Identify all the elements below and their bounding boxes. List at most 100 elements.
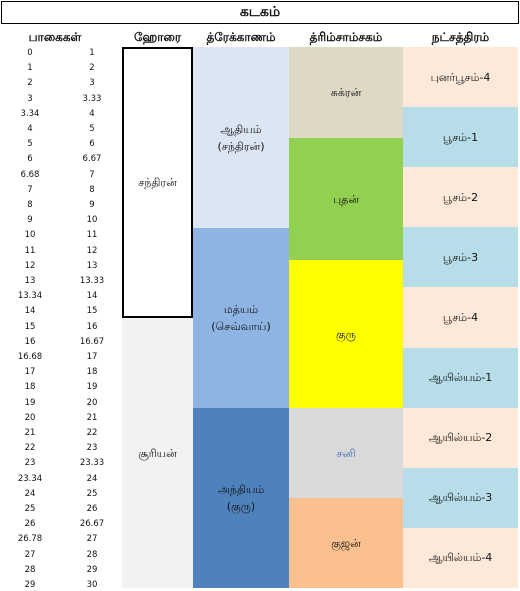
hora-label: சூரியன் [138,446,177,460]
nakshatra-block: புனர்பூசம்-4 [403,47,518,108]
degree-from: 1 [27,63,33,74]
nakshatra-block: பூசம்-3 [403,227,518,288]
trimsamsa-block: புதன் [289,138,403,260]
trimsamsa-lord: சுக்ரன் [330,86,362,99]
trimsamsa-block: குரு [289,260,403,408]
nakshatra-block: ஆயில்யம்-3 [403,467,518,528]
nakshatra-block: ஆயில்யம்-4 [403,527,518,588]
degree-from: 29 [24,580,36,590]
degree-to: 26.67 [79,519,105,530]
nakshatra-label: ஆயில்யம்-2 [428,431,493,445]
trimsamsa-lord: குரு [336,327,356,341]
nakshatra-label: பூசம்-4 [442,310,479,324]
degree-to: 25 [86,488,98,499]
degree-to: 18 [86,367,98,378]
degree-from: 13 [24,276,36,286]
degree-to: 3.33 [82,93,102,104]
degree-to: 2 [89,63,95,74]
degree-to: 7 [89,169,95,180]
degree-from: 28 [24,564,36,575]
degree-to: 13.33 [79,276,105,286]
drekkana-lord: (செவ்வாய்) [211,320,271,333]
degree-to: 15 [86,306,98,317]
nakshatra-label: பூசம்-1 [442,130,479,144]
degree-from: 15 [24,321,36,332]
degree-from: 10 [24,230,36,241]
degree-from: 6.68 [20,169,40,180]
degree-from: 19 [24,397,36,408]
trimsamsa-lord: குஜன் [331,536,361,550]
degree-from: 6 [27,154,33,165]
degree-to: 30 [86,580,98,590]
nakshatra-label: ஆயில்யம்-1 [428,371,493,385]
degree-from: 24 [24,488,36,499]
degree-from: 23 [24,458,36,469]
degree-to: 17 [86,352,98,362]
trimsamsa-block: சுக்ரன் [289,47,403,138]
degree-from: 3 [27,93,33,104]
degree-to: 29 [86,564,98,575]
degree-to: 6.67 [82,154,102,165]
nakshatra-block: ஆயில்யம்-1 [403,347,518,408]
degree-from: 22 [24,443,36,454]
degree-to: 20 [86,397,98,408]
nakshatra-block: பூசம்-4 [403,287,518,348]
degree-to: 27 [86,534,98,545]
degree-to: 8 [89,184,95,195]
degree-from: 21 [24,428,36,438]
drekkana-name: அந்தியம் [217,483,265,496]
degree-to: 6 [89,139,95,150]
drekkana-name: மத்யம் [223,303,259,316]
nakshatra-block: ஆயில்யம்-2 [403,407,518,468]
drekkana-lord: (குரு) [226,500,256,513]
drekkana-name: ஆதியம் [220,122,262,136]
degree-to: 9 [89,200,95,210]
degree-from: 7 [27,184,33,195]
trimsamsa-lord: புதன் [332,192,360,206]
degree-to: 13 [86,260,98,271]
degree-to: 28 [86,549,98,560]
degree-to: 16 [86,321,98,332]
header-degrees: பாகைகள் [28,30,82,44]
degree-from: 0 [27,48,33,58]
trimsamsa-block: குஜன் [289,498,403,588]
drekkana-block: மத்யம் (செவ்வாய்) [193,228,289,408]
hora-label: சந்திரன் [138,176,177,189]
nakshatra-label: பூசம்-3 [442,250,479,264]
degree-from: 12 [24,260,36,271]
header-drekkana: த்ரேக்காணம் [206,30,276,44]
degree-from: 11 [24,245,36,256]
degree-from: 2 [27,78,33,89]
degree-to: 23.33 [79,458,105,469]
degree-to: 19 [86,382,98,393]
degree-from: 9 [27,215,33,226]
hora-sun-block: சூரியன் [122,318,193,588]
degree-from: 4 [27,124,33,134]
drekkana-block: அந்தியம் (குரு) [193,408,289,588]
trimsamsa-lord: சனி [336,446,356,460]
drekkana-lord: (சந்திரன்) [217,139,265,153]
degree-from: 23.34 [17,473,43,484]
degree-from: 17 [24,367,36,378]
degree-from: 13.34 [17,291,43,302]
degree-from: 16 [24,336,36,347]
degree-from: 26 [24,519,36,530]
degree-from: 14 [24,306,36,317]
nakshatra-label: ஆயில்யம்-4 [428,551,493,565]
degree-to: 26 [86,504,98,514]
degree-to: 24 [86,473,98,484]
nakshatra-label: புனர்பூசம்-4 [430,70,491,84]
nakshatra-label: ஆயில்யம்-3 [428,491,493,505]
degree-from: 18 [24,382,36,393]
drekkana-block: ஆதியம் (சந்திரன்) [193,47,289,228]
nakshatra-block: பூசம்-1 [403,107,518,168]
degree-to: 11 [86,230,98,241]
degree-to: 12 [86,245,98,256]
degree-from: 16.68 [17,352,43,362]
degree-to: 10 [86,215,98,226]
hora-moon-block: சந்திரன் [122,47,193,318]
degree-to: 21 [86,412,98,423]
degree-from: 20 [24,412,36,423]
trimsamsa-block: சனி [289,408,403,498]
degree-to: 4 [89,108,95,119]
